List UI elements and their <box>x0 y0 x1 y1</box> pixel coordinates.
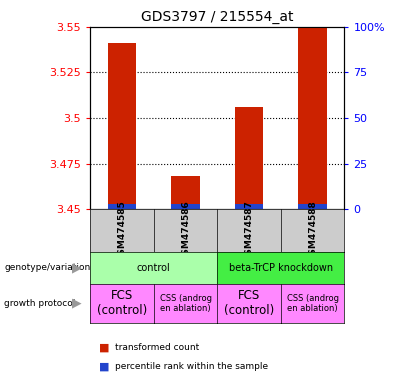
Text: growth protocol: growth protocol <box>4 299 76 308</box>
Text: GSM474587: GSM474587 <box>244 200 254 261</box>
Title: GDS3797 / 215554_at: GDS3797 / 215554_at <box>141 10 294 25</box>
Text: transformed count: transformed count <box>116 343 200 352</box>
Bar <box>235 107 263 209</box>
Text: GSM474588: GSM474588 <box>308 200 317 261</box>
Bar <box>108 43 136 209</box>
Bar <box>298 204 327 209</box>
Text: GSM474586: GSM474586 <box>181 200 190 261</box>
Text: ■: ■ <box>99 343 109 353</box>
Bar <box>298 22 327 209</box>
Text: beta-TrCP knockdown: beta-TrCP knockdown <box>229 263 333 273</box>
Text: FCS
(control): FCS (control) <box>97 290 147 317</box>
Text: GSM474585: GSM474585 <box>118 200 126 261</box>
Text: control: control <box>137 263 171 273</box>
Bar <box>108 204 136 209</box>
Text: FCS
(control): FCS (control) <box>224 290 274 317</box>
Bar <box>171 177 200 209</box>
Text: ▶: ▶ <box>72 297 82 310</box>
Text: CSS (androg
en ablation): CSS (androg en ablation) <box>286 294 339 313</box>
Text: CSS (androg
en ablation): CSS (androg en ablation) <box>160 294 212 313</box>
Text: ■: ■ <box>99 362 109 372</box>
Bar <box>235 204 263 209</box>
Text: genotype/variation: genotype/variation <box>4 263 90 272</box>
Text: ▶: ▶ <box>72 262 82 274</box>
Bar <box>171 204 200 209</box>
Text: percentile rank within the sample: percentile rank within the sample <box>116 362 269 371</box>
